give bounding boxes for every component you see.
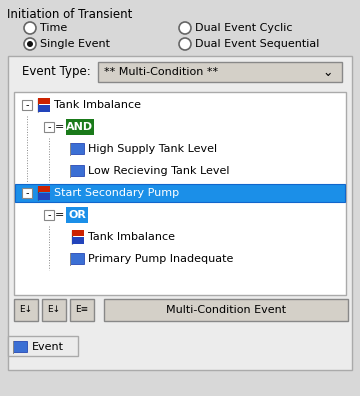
FancyBboxPatch shape <box>38 98 50 104</box>
Text: High Supply Tank Level: High Supply Tank Level <box>88 144 217 154</box>
Text: =: = <box>55 122 65 132</box>
Text: ** Multi-Condition **: ** Multi-Condition ** <box>104 67 218 77</box>
FancyBboxPatch shape <box>44 210 54 220</box>
Text: -: - <box>25 100 29 110</box>
FancyBboxPatch shape <box>44 122 54 132</box>
Text: Single Event: Single Event <box>40 39 110 49</box>
Text: Multi-Condition Event: Multi-Condition Event <box>166 305 286 315</box>
FancyBboxPatch shape <box>66 119 94 135</box>
Text: E↓: E↓ <box>19 305 32 314</box>
FancyBboxPatch shape <box>22 100 32 110</box>
Text: OR: OR <box>68 210 86 220</box>
FancyBboxPatch shape <box>66 207 88 223</box>
FancyBboxPatch shape <box>38 186 50 192</box>
Text: =: = <box>55 210 65 220</box>
FancyBboxPatch shape <box>38 105 50 112</box>
FancyBboxPatch shape <box>42 299 66 321</box>
Circle shape <box>27 41 33 47</box>
Text: -: - <box>25 188 29 198</box>
FancyBboxPatch shape <box>8 56 352 370</box>
FancyBboxPatch shape <box>72 230 84 236</box>
Text: Dual Event Cyclic: Dual Event Cyclic <box>195 23 292 33</box>
Text: Start Secondary Pump: Start Secondary Pump <box>54 188 179 198</box>
Text: Time: Time <box>40 23 67 33</box>
FancyBboxPatch shape <box>8 336 78 356</box>
Text: -: - <box>47 210 51 220</box>
Text: AND: AND <box>67 122 94 132</box>
Text: -: - <box>47 122 51 132</box>
Text: Dual Event Sequential: Dual Event Sequential <box>195 39 319 49</box>
Text: E≡: E≡ <box>76 305 89 314</box>
FancyBboxPatch shape <box>14 299 38 321</box>
FancyBboxPatch shape <box>98 62 342 82</box>
FancyBboxPatch shape <box>70 299 94 321</box>
FancyBboxPatch shape <box>14 92 346 295</box>
FancyBboxPatch shape <box>70 165 84 176</box>
FancyBboxPatch shape <box>38 193 50 200</box>
FancyBboxPatch shape <box>70 253 84 264</box>
Text: Event Type:: Event Type: <box>22 65 91 78</box>
FancyBboxPatch shape <box>15 184 345 202</box>
Text: Event: Event <box>32 342 64 352</box>
Circle shape <box>179 22 191 34</box>
Text: Tank Imbalance: Tank Imbalance <box>88 232 175 242</box>
Text: Initiation of Transient: Initiation of Transient <box>7 8 132 21</box>
Circle shape <box>24 38 36 50</box>
FancyBboxPatch shape <box>104 299 348 321</box>
Text: Low Recieving Tank Level: Low Recieving Tank Level <box>88 166 230 176</box>
FancyBboxPatch shape <box>13 341 27 352</box>
FancyBboxPatch shape <box>70 143 84 154</box>
Circle shape <box>24 22 36 34</box>
Text: Primary Pump Inadequate: Primary Pump Inadequate <box>88 254 233 264</box>
Circle shape <box>179 38 191 50</box>
FancyBboxPatch shape <box>72 237 84 244</box>
Text: E↓: E↓ <box>48 305 60 314</box>
Text: Tank Imbalance: Tank Imbalance <box>54 100 141 110</box>
FancyBboxPatch shape <box>22 188 32 198</box>
Text: ⌄: ⌄ <box>323 65 333 78</box>
